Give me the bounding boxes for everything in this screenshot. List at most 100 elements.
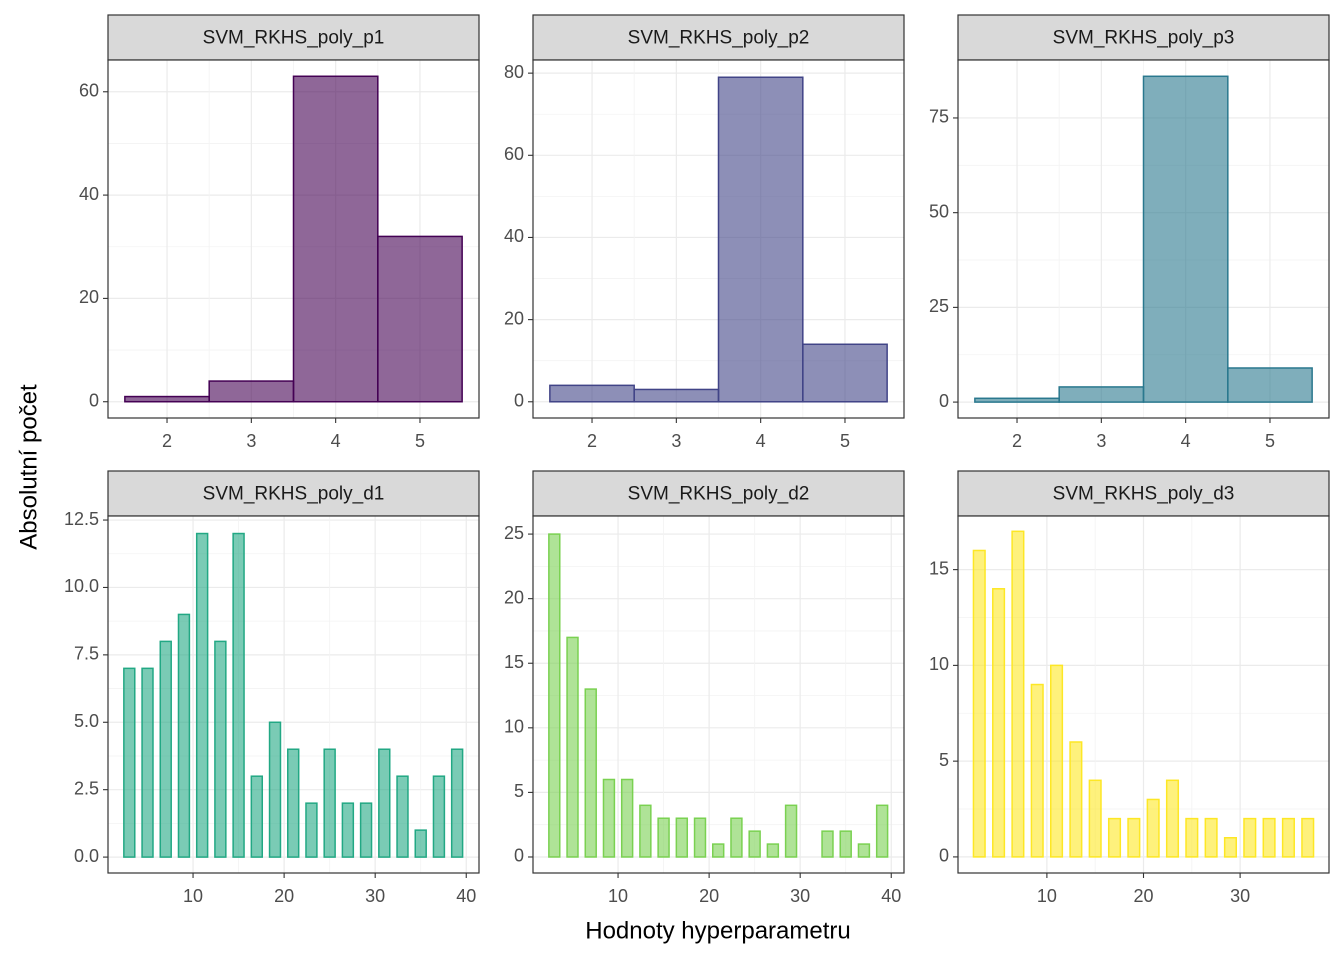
bar [214,640,227,858]
x-tick-label: 3 [1096,431,1106,451]
bar [1142,75,1229,403]
panel-border [957,59,1330,419]
x-tick-label: 30 [365,886,385,906]
x-tick-label: 2 [1012,431,1022,451]
bar [802,343,888,403]
y-tick-label: 12.5 [64,509,99,529]
x-tick-label: 2 [162,431,172,451]
bar [1058,386,1145,403]
bar [292,75,379,403]
bar [766,843,780,858]
x-tick-label: 40 [456,886,476,906]
bar [1127,817,1141,858]
bar [359,802,373,858]
strip [957,470,1330,517]
bar [1088,779,1102,858]
x-tick-label: 10 [183,886,203,906]
bar [377,235,463,403]
bar [305,802,318,858]
y-axis-title: Absolutní počet [15,384,42,550]
bar [972,549,986,858]
strip-label: SVM_RKHS_poly_p1 [203,28,385,49]
bar [748,830,761,858]
panel-border [532,515,905,874]
bar [123,667,136,858]
strip-label: SVM_RKHS_poly_d2 [628,484,810,505]
x-tick-label: 4 [331,431,341,451]
y-tick-label: 0 [939,846,949,866]
bar [1204,817,1218,858]
y-tick-label: 20 [79,287,99,307]
x-tick-label: 5 [1265,431,1275,451]
bar [1243,817,1257,858]
bar [784,804,798,858]
x-tick-label: 5 [840,431,850,451]
bar [875,804,889,858]
y-tick-label: 0 [514,846,524,866]
bar [1050,664,1064,858]
bar [992,588,1006,858]
y-tick-label: 20 [504,587,524,607]
strip-label: SVM_RKHS_poly_d3 [1053,484,1235,505]
bar [378,748,391,858]
bar [566,636,579,858]
panel-border [107,59,480,419]
bar [124,395,210,403]
panel-border [957,515,1330,874]
x-axis-title: Hodnoty hyperparametru [585,917,850,944]
bar [396,775,409,858]
x-tick-label: 5 [415,431,425,451]
y-tick-label: 0 [939,391,949,411]
strip-label: SVM_RKHS_poly_p3 [1053,28,1235,49]
y-tick-label: 80 [504,62,524,82]
x-tick-label: 20 [699,886,719,906]
strip [107,470,480,517]
x-tick-label: 20 [274,886,294,906]
bar [1107,817,1122,858]
y-tick-label: 15 [929,558,949,578]
y-tick-label: 75 [929,107,949,127]
bar [268,721,282,858]
bar [232,532,245,858]
y-tick-label: 25 [929,296,949,316]
bar [195,532,209,858]
x-tick-label: 30 [790,886,810,906]
x-tick-label: 2 [587,431,597,451]
x-tick-label: 10 [1037,886,1057,906]
bar [287,748,300,858]
bar [857,843,871,858]
bar [693,817,707,858]
bar [717,76,804,403]
bar [1281,817,1295,858]
bar [414,829,427,858]
x-tick-label: 10 [608,886,628,906]
bar [657,817,670,858]
bar [159,640,172,858]
x-tick-label: 30 [1230,886,1250,906]
y-tick-label: 60 [504,144,524,164]
x-tick-label: 20 [1133,886,1153,906]
bar [432,775,446,858]
bar [730,817,743,858]
panel-border [532,59,905,419]
bar [323,748,336,858]
y-tick-label: 10 [504,717,524,737]
strip [532,14,905,61]
bar [1223,837,1237,858]
bar [1146,798,1160,858]
bar [1069,741,1083,858]
bar [675,817,689,858]
bar [548,533,561,858]
bar [250,775,264,858]
strip [107,14,480,61]
x-tick-label: 40 [881,886,901,906]
bar [712,843,725,858]
bar [177,613,191,858]
bar [549,384,635,403]
y-tick-label: 0 [514,391,524,411]
y-tick-label: 60 [79,81,99,101]
y-tick-label: 40 [504,226,524,246]
strip-label: SVM_RKHS_poly_d1 [203,484,385,505]
bar [341,802,355,858]
